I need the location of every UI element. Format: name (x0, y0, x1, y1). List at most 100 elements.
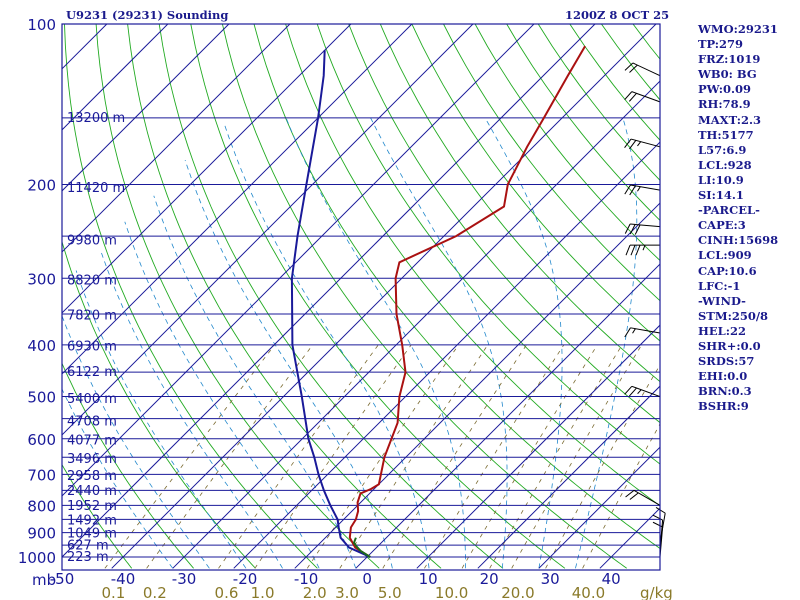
mixing-ratio-line (339, 344, 489, 569)
temperature-tick-label: 0 (362, 570, 372, 588)
index-item: CAPE:3 (698, 218, 746, 233)
temperature-tick-label: 20 (480, 570, 499, 588)
isotherm (62, 24, 291, 253)
pressure-axis-label: mb (32, 571, 56, 589)
height-label: 2440 m (67, 484, 117, 499)
mixing-ratio-line (254, 344, 412, 569)
height-label: 4708 m (67, 415, 117, 430)
dry-adiabat (190, 24, 566, 569)
wind-barb-flag (624, 385, 633, 395)
wind-barb (624, 385, 661, 398)
dry-adiabat (379, 24, 660, 383)
temperature-tick-label: -40 (111, 570, 136, 588)
wind-barb (655, 507, 666, 543)
moist-adiabat (153, 195, 357, 569)
wind-barb-flag (624, 91, 633, 100)
mixing-ratio-line (582, 423, 660, 569)
mixing-ratio-line (306, 344, 459, 569)
dry-adiabat (127, 24, 442, 569)
wind-barb-flag (628, 387, 637, 397)
index-item: SHR+:0.0 (698, 338, 761, 353)
wind-barb-flag (652, 514, 663, 521)
wind-barb-flag (625, 244, 631, 256)
wind-barb-flag (655, 507, 666, 514)
isotherm (477, 385, 660, 569)
pressure-tick-label: 400 (27, 337, 56, 355)
chart-grid (62, 24, 660, 569)
series-temperature-line (348, 45, 586, 558)
index-item: L57:6.9 (698, 142, 747, 157)
height-label: 3496 m (67, 452, 117, 467)
moist-adiabat (224, 125, 430, 569)
wind-barb-half-flag (632, 328, 636, 334)
moist-adiabat (75, 270, 247, 569)
index-item: BRN:0.3 (698, 384, 752, 399)
height-label: 5400 m (67, 392, 117, 407)
dry-adiabat (253, 24, 660, 549)
index-item: LCL:909 (698, 248, 752, 263)
wind-barb-flag (634, 224, 641, 235)
wind-barb (624, 327, 661, 338)
isotherm (294, 202, 660, 569)
wind-barb (624, 91, 661, 103)
mixing-ratio-tick-label: 40.0 (572, 584, 605, 600)
index-item: CINH:15698 (698, 233, 779, 248)
height-label: 11420 m (67, 181, 125, 196)
height-label: 1952 m (67, 499, 117, 514)
index-item: STM:250/8 (698, 308, 769, 323)
dry-adiabat (316, 24, 660, 465)
wind-barb (625, 244, 660, 256)
wind-barb (624, 138, 661, 150)
pressure-tick-label: 500 (27, 389, 56, 407)
isotherm (62, 24, 413, 375)
wind-barb-flag (625, 489, 635, 498)
moist-adiabat (62, 314, 210, 569)
dry-adiabat (62, 463, 133, 569)
dry-adiabat (443, 24, 660, 302)
series-wet-bulb-line (352, 537, 371, 558)
mixing-ratio-tick-label: 5.0 (378, 584, 402, 600)
index-item: TH:5177 (698, 127, 754, 142)
isotherm (172, 80, 660, 569)
dry-adiabat (348, 24, 660, 424)
mixing-ratio-tick-label: 2.0 (303, 584, 327, 600)
mixing-ratio-tick-label: 1.0 (251, 584, 275, 600)
pressure-tick-label: 1000 (18, 549, 56, 567)
wind-barb-flag (628, 140, 637, 150)
dry-adiabat (411, 24, 660, 342)
index-item: SRDS:57 (698, 354, 755, 369)
pressure-tick-label: 600 (27, 431, 56, 449)
temperature-tick-label: 30 (541, 570, 560, 588)
wind-barb-flag (628, 93, 637, 102)
mixing-ratio-tick-label: 3.0 (335, 584, 359, 600)
mixing-ratio-tick-label: 0.1 (101, 584, 125, 600)
wind-barb-staff (632, 62, 661, 77)
height-label: 627 m (67, 539, 109, 554)
wind-barb-flag (635, 244, 641, 256)
wind-barb-half-flag (642, 244, 646, 251)
mixing-ratio-line (545, 364, 660, 569)
dry-adiabat (62, 362, 194, 569)
dry-adiabat (95, 24, 380, 569)
wind-barb-flag (624, 62, 634, 71)
wind-barb-flag (652, 521, 663, 528)
dry-adiabat (474, 24, 660, 262)
index-item: HEL:22 (698, 323, 746, 338)
wind-barb-half-flag (637, 186, 641, 192)
mixing-ratio-unit: g/kg (640, 584, 673, 600)
pressure-tick-label: 100 (27, 16, 56, 34)
mixing-ratio-line (382, 344, 527, 569)
index-item: EHI:0.0 (698, 369, 748, 384)
index-item: WB0: BG (698, 67, 757, 82)
index-item: TP:279 (698, 37, 744, 52)
height-label: 2958 m (67, 469, 117, 484)
mixing-ratio-tick-label: 20.0 (501, 584, 534, 600)
isotherm (416, 324, 660, 569)
height-label: 223 m (67, 550, 109, 565)
wind-barb-flag (624, 138, 632, 148)
wind-barb-flag (629, 224, 636, 235)
wind-barb (624, 184, 661, 196)
moist-adiabat (184, 159, 393, 569)
pressure-tick-label: 800 (27, 497, 56, 515)
